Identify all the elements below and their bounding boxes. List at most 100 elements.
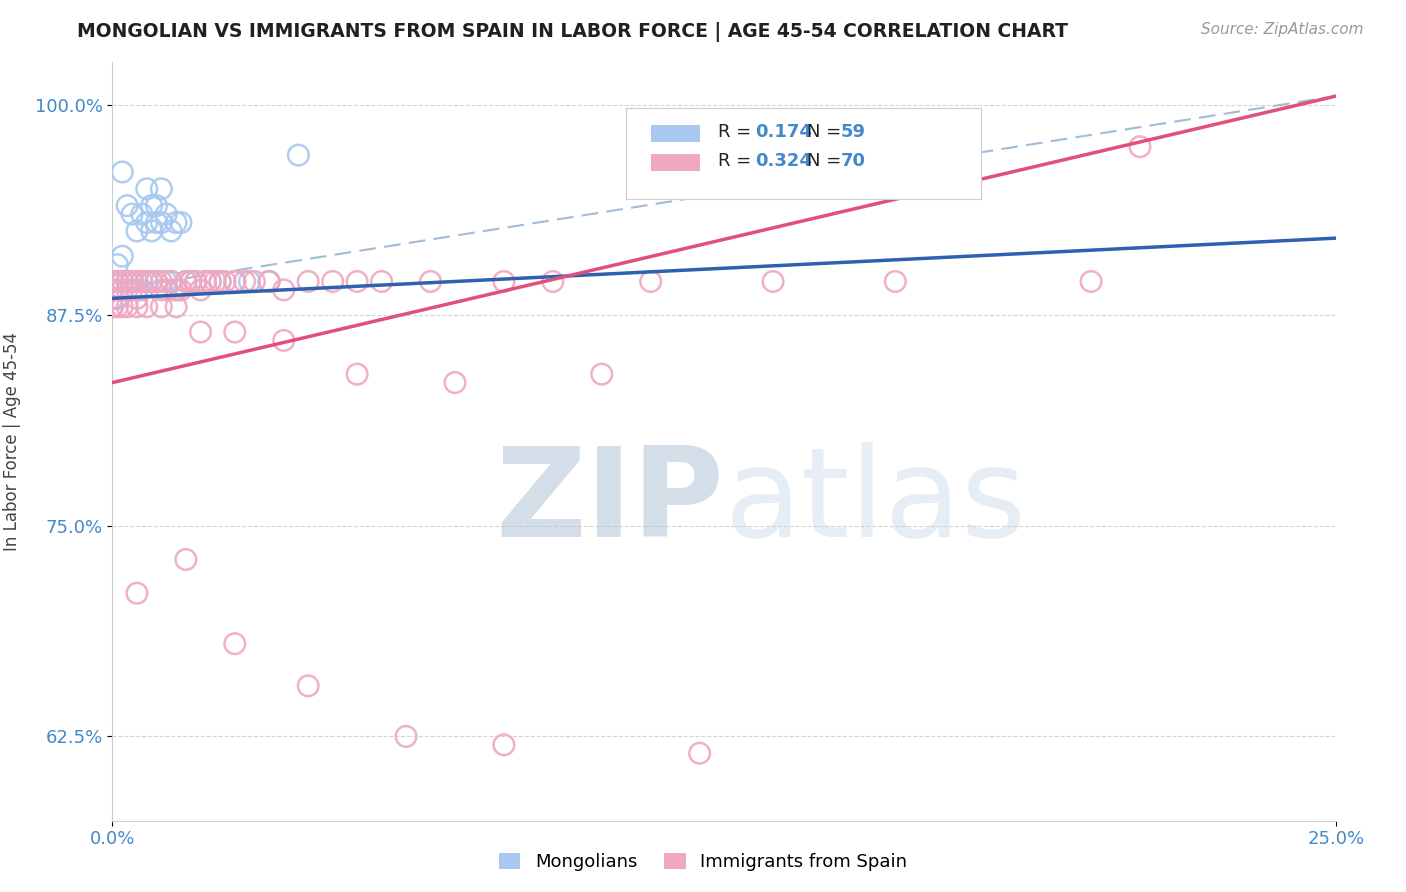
Point xyxy=(492,738,515,752)
Point xyxy=(224,275,246,289)
Point xyxy=(115,300,138,314)
Point xyxy=(135,275,157,289)
Text: atlas: atlas xyxy=(724,442,1026,563)
Point xyxy=(419,275,441,289)
Point xyxy=(224,325,246,339)
Point xyxy=(150,283,173,297)
Point xyxy=(121,283,143,297)
Point xyxy=(370,275,392,289)
Point xyxy=(101,283,124,297)
Point xyxy=(131,275,153,289)
Point xyxy=(257,275,280,289)
Point xyxy=(689,746,711,760)
Point xyxy=(762,275,785,289)
Point xyxy=(184,275,207,289)
Point xyxy=(322,275,344,289)
Point xyxy=(111,275,134,289)
Point xyxy=(101,275,124,289)
Point xyxy=(492,275,515,289)
FancyBboxPatch shape xyxy=(651,126,700,142)
Point xyxy=(121,275,143,289)
Point xyxy=(115,275,138,289)
Point xyxy=(194,275,217,289)
FancyBboxPatch shape xyxy=(651,154,700,171)
Point xyxy=(155,207,177,221)
Point xyxy=(115,199,138,213)
Point xyxy=(346,275,368,289)
Point xyxy=(125,275,148,289)
Point xyxy=(121,275,143,289)
Point xyxy=(444,376,467,390)
Text: ZIP: ZIP xyxy=(495,442,724,563)
Point xyxy=(1080,275,1102,289)
Point xyxy=(170,215,193,229)
Point xyxy=(273,334,295,348)
Point xyxy=(101,283,124,297)
Point xyxy=(209,275,232,289)
Point xyxy=(141,275,163,289)
Point xyxy=(121,207,143,221)
Point xyxy=(131,283,153,297)
Text: MONGOLIAN VS IMMIGRANTS FROM SPAIN IN LABOR FORCE | AGE 45-54 CORRELATION CHART: MONGOLIAN VS IMMIGRANTS FROM SPAIN IN LA… xyxy=(77,22,1069,42)
Point xyxy=(125,291,148,305)
Point xyxy=(150,300,173,314)
Point xyxy=(884,275,907,289)
Point xyxy=(200,275,222,289)
Point xyxy=(214,275,236,289)
Point xyxy=(105,283,128,297)
Point xyxy=(101,291,124,305)
Point xyxy=(160,275,183,289)
Point xyxy=(224,275,246,289)
Point xyxy=(141,199,163,213)
Point xyxy=(180,275,202,289)
Point xyxy=(141,275,163,289)
Point xyxy=(121,275,143,289)
Point xyxy=(174,552,197,566)
Point xyxy=(145,199,167,213)
Point xyxy=(105,275,128,289)
Point xyxy=(150,275,173,289)
Point xyxy=(238,275,260,289)
Text: R =: R = xyxy=(718,152,756,170)
Point xyxy=(135,275,157,289)
Point xyxy=(141,275,163,289)
Point xyxy=(115,275,138,289)
Point xyxy=(125,224,148,238)
Point xyxy=(125,586,148,600)
Text: 0.324: 0.324 xyxy=(755,152,811,170)
Point xyxy=(165,283,187,297)
Point xyxy=(224,637,246,651)
Point xyxy=(115,283,138,297)
Text: N =: N = xyxy=(807,123,848,141)
Point xyxy=(135,182,157,196)
Point xyxy=(135,215,157,229)
Text: 0.174: 0.174 xyxy=(755,123,811,141)
Point xyxy=(160,224,183,238)
Point xyxy=(115,275,138,289)
Point xyxy=(111,165,134,179)
Point xyxy=(591,367,613,381)
Point xyxy=(190,283,212,297)
Point xyxy=(287,148,309,162)
Point xyxy=(131,207,153,221)
Point xyxy=(273,283,295,297)
Text: Source: ZipAtlas.com: Source: ZipAtlas.com xyxy=(1201,22,1364,37)
Point xyxy=(125,300,148,314)
Point xyxy=(184,275,207,289)
Point xyxy=(125,275,148,289)
Point xyxy=(204,275,226,289)
Legend: Mongolians, Immigrants from Spain: Mongolians, Immigrants from Spain xyxy=(492,846,914,879)
Point xyxy=(395,730,418,744)
Point xyxy=(105,275,128,289)
Point xyxy=(111,300,134,314)
Point xyxy=(125,283,148,297)
Point xyxy=(111,249,134,263)
Point xyxy=(145,275,167,289)
Point xyxy=(111,283,134,297)
Point xyxy=(101,300,124,314)
Point xyxy=(135,275,157,289)
Point xyxy=(145,275,167,289)
Point xyxy=(101,275,124,289)
Point xyxy=(1129,139,1152,153)
Point xyxy=(155,275,177,289)
